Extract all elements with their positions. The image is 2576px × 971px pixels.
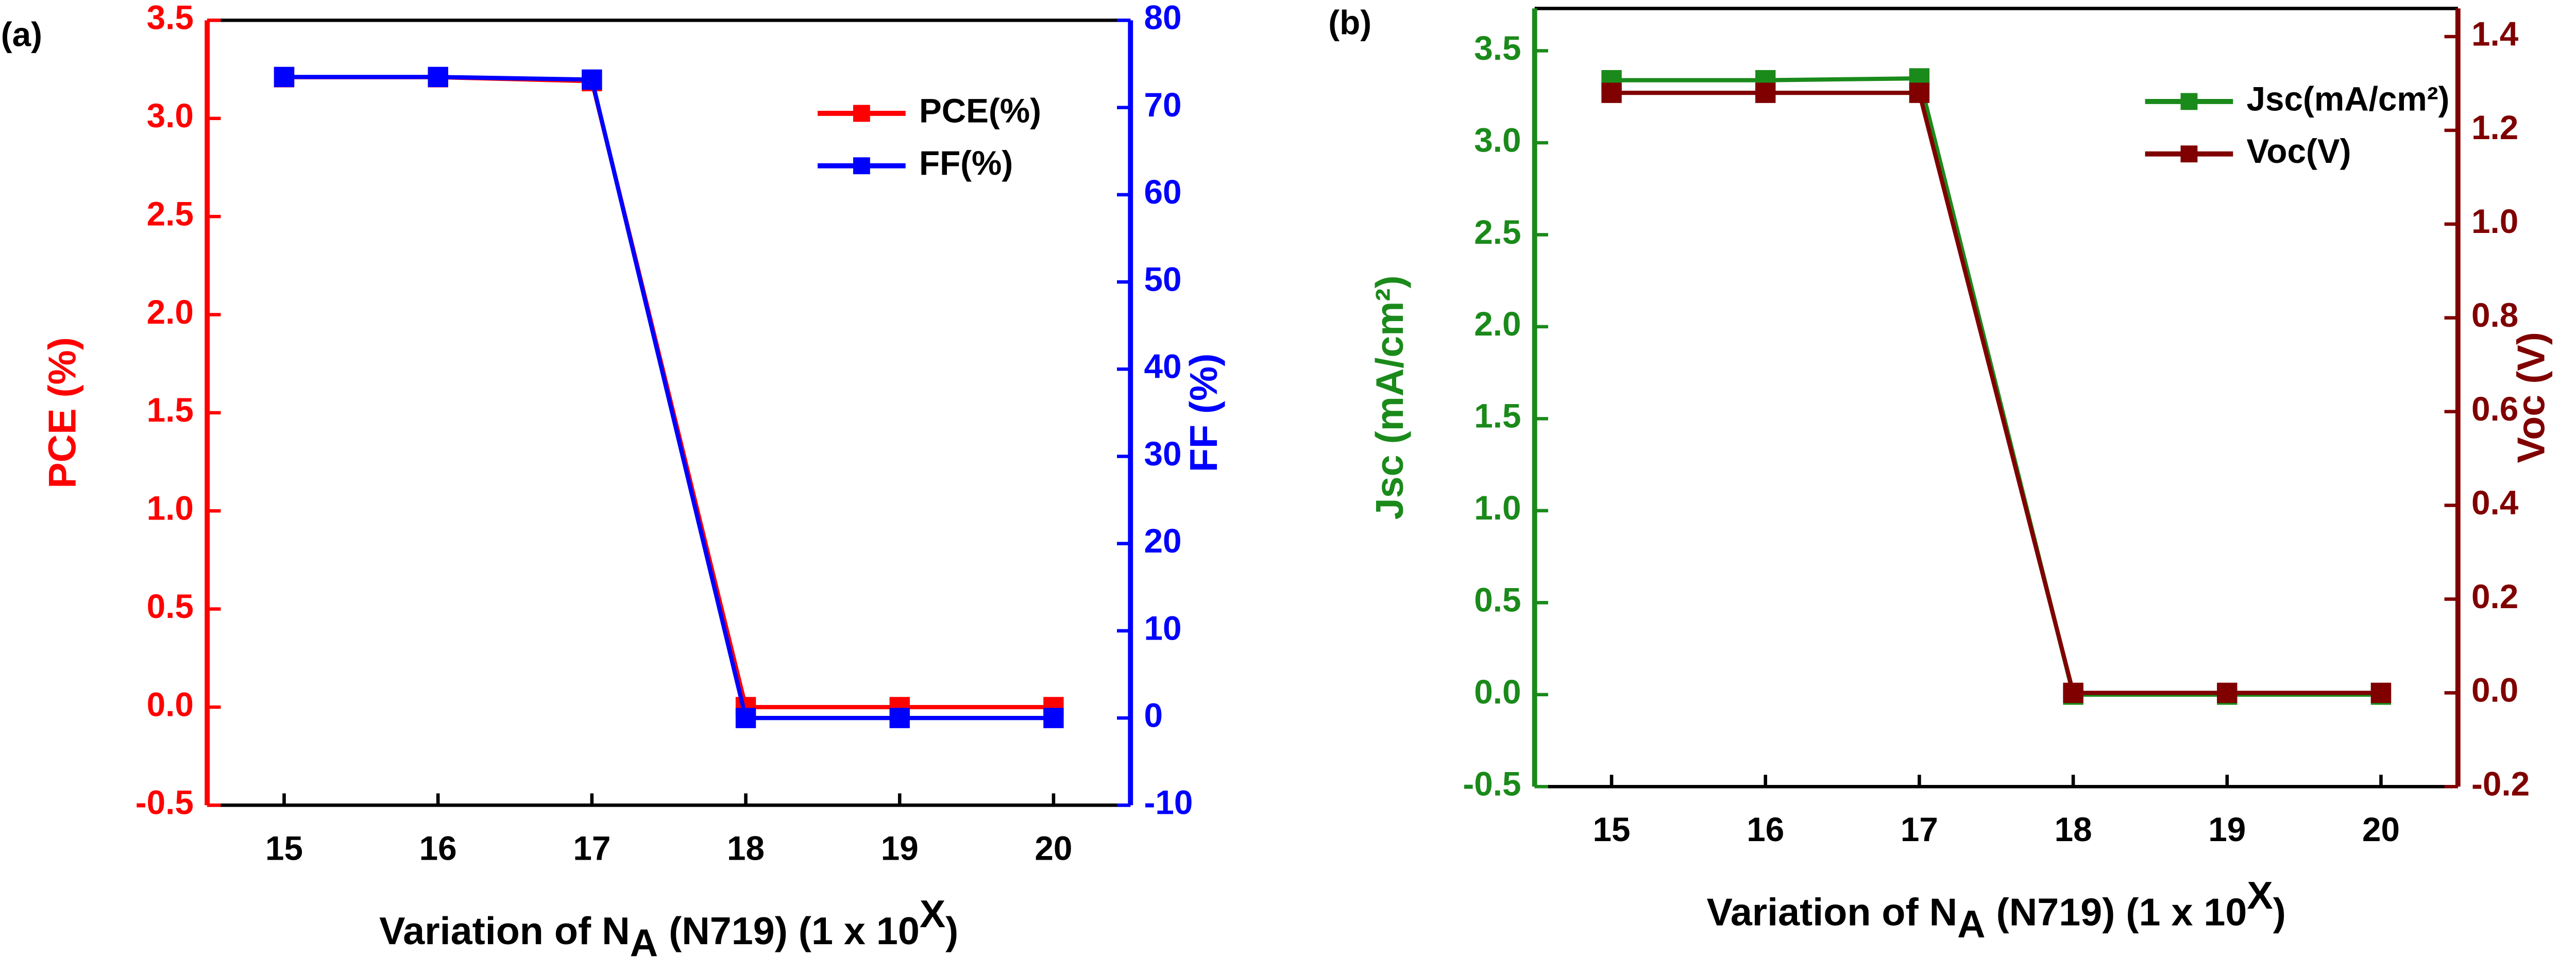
data-point (274, 66, 295, 88)
panel-label: (b) (1328, 4, 1371, 42)
x-tick-label: 16 (419, 829, 457, 867)
x-tick-label: 18 (2055, 811, 2092, 848)
y2-tick-label: 1.4 (2471, 15, 2519, 53)
y-axis-title: PCE (%) (40, 337, 83, 489)
x-tick-label: 15 (265, 829, 303, 867)
x-title-rest: (N719) (1 x 10 (1986, 891, 2247, 934)
panel-label: (a) (1, 16, 42, 54)
y2-tick-label: 0.8 (2471, 296, 2518, 334)
y-tick-label: 3.0 (1474, 121, 1521, 159)
data-point (1601, 82, 1622, 103)
data-point (1043, 708, 1064, 728)
x-title-rest: (N719) (1 x 10 (658, 909, 920, 952)
x-tick-label: 20 (1035, 829, 1072, 867)
legend-label: Voc(V) (2247, 132, 2351, 170)
x-tick-label: 17 (573, 829, 611, 867)
x-tick-label: 20 (2362, 811, 2400, 848)
x-title-sup: X (2247, 874, 2273, 917)
y2-tick-label: 0.6 (2471, 390, 2518, 428)
x-axis-title: Variation of NA (N719) (1 x 10X) (1707, 874, 2286, 946)
y-tick-label: 0.0 (147, 685, 194, 723)
legend-label: Jsc(mA/cm²) (2247, 80, 2450, 118)
x-axis-title: Variation of NA (N719) (1 x 10X) (379, 892, 958, 964)
x-tick-label: 17 (1901, 811, 1938, 848)
y2-tick-label: 0 (1144, 696, 1163, 734)
y-tick-label: 1.0 (147, 490, 194, 527)
legend-marker (2180, 93, 2198, 110)
x-tick-label: 19 (2208, 811, 2246, 848)
y-tick-label: 3.0 (147, 97, 194, 135)
y2-tick-label: 1.2 (2471, 109, 2518, 146)
legend-label: PCE(%) (919, 92, 1041, 129)
y2-tick-label: 60 (1144, 173, 1182, 211)
data-point (735, 708, 756, 728)
y-tick-label: 2.0 (1474, 305, 1521, 343)
data-point (582, 69, 602, 90)
y-tick-label: 0.5 (147, 588, 194, 625)
y-tick-label: 1.0 (1474, 489, 1521, 527)
x-tick-label: 19 (881, 829, 919, 867)
data-point (2370, 682, 2392, 704)
data-point (2217, 682, 2238, 704)
data-point (2063, 682, 2083, 704)
x-title-main: Variation of N (1707, 891, 1958, 934)
y-tick-label: -0.5 (1463, 765, 1521, 803)
y2-tick-label: 80 (1144, 0, 1182, 37)
x-tick-label: 16 (1747, 811, 1784, 848)
x-title-end: ) (945, 909, 958, 952)
data-point (1755, 82, 1776, 103)
y-tick-label: 2.5 (1474, 213, 1521, 251)
y2-tick-label: 20 (1144, 522, 1182, 560)
y-tick-label: -0.5 (135, 784, 194, 822)
data-point (889, 708, 910, 728)
x-tick-label: 15 (1593, 811, 1631, 848)
legend-label: FF(%) (919, 144, 1013, 182)
y-tick-label: 1.5 (1474, 397, 1521, 435)
legend-marker (853, 157, 870, 175)
y-tick-label: 3.5 (1474, 29, 1521, 67)
y2-tick-label: -0.2 (2471, 765, 2530, 803)
y-tick-label: 2.0 (147, 293, 194, 331)
y2-tick-label: -10 (1144, 784, 1193, 822)
y-tick-label: 0.0 (1474, 673, 1521, 711)
y-tick-label: 1.5 (147, 391, 194, 429)
x-title-sup: X (920, 892, 945, 935)
y2-tick-label: 0.4 (2471, 484, 2519, 522)
series-line (1612, 91, 2381, 695)
y2-tick-label: 1.0 (2471, 203, 2518, 240)
y2-axis-title: Voc (V) (2509, 332, 2552, 463)
y2-tick-label: 70 (1144, 86, 1182, 124)
y-tick-label: 2.5 (147, 195, 194, 232)
y2-tick-label: 50 (1144, 260, 1182, 298)
legend-marker (2180, 145, 2198, 163)
data-point (1909, 82, 1930, 103)
y-tick-label: 3.5 (147, 0, 194, 37)
y-tick-label: 0.5 (1474, 581, 1521, 619)
data-point (428, 66, 448, 88)
y-axis-title: Jsc (mA/cm²) (1368, 275, 1411, 520)
y2-axis-title: FF (%) (1182, 354, 1225, 473)
legend-marker (853, 105, 870, 122)
y2-tick-label: 0.0 (2471, 672, 2518, 709)
y2-tick-label: 30 (1144, 435, 1182, 473)
x-title-main: Variation of N (379, 909, 630, 952)
x-title-sub: A (1957, 902, 1986, 946)
y2-tick-label: 0.2 (2471, 578, 2518, 615)
x-title-end: ) (2273, 891, 2286, 934)
y2-tick-label: 10 (1144, 609, 1182, 647)
y2-tick-label: 40 (1144, 348, 1182, 386)
x-tick-label: 18 (727, 829, 765, 867)
x-title-sub: A (630, 921, 658, 964)
series-line (284, 75, 1054, 721)
